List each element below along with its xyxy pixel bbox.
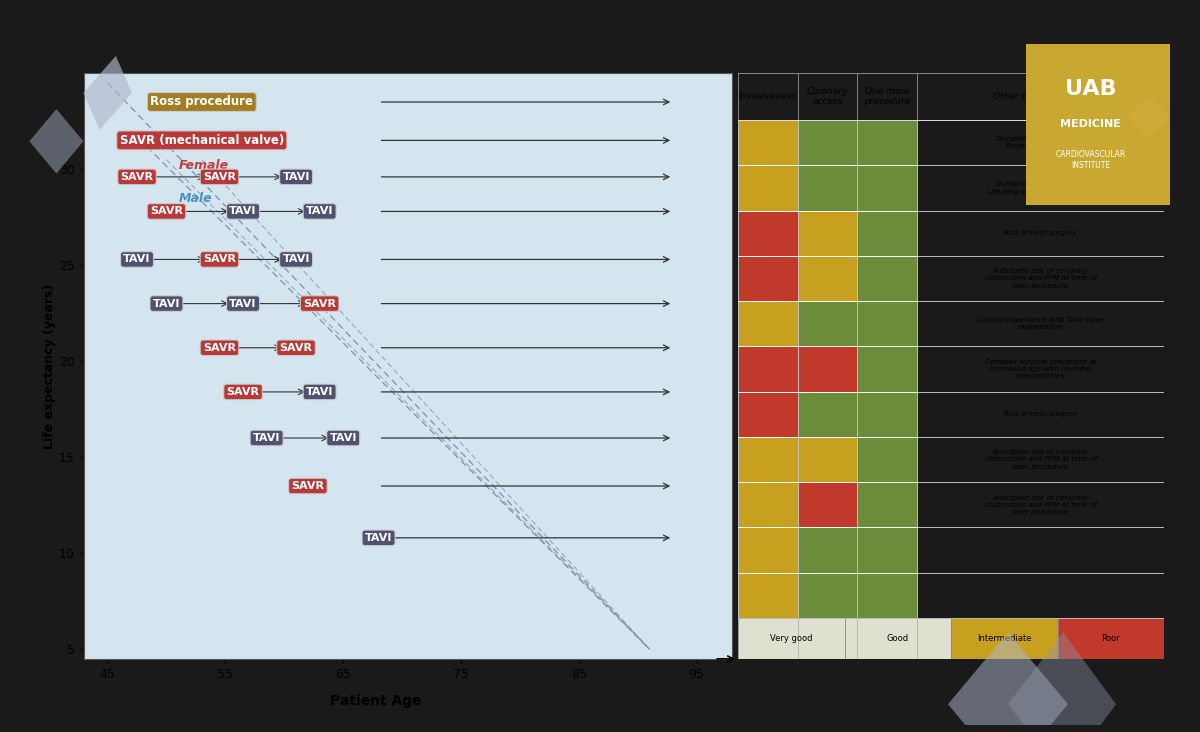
Polygon shape xyxy=(29,109,84,173)
Text: Ross procedure: Ross procedure xyxy=(150,95,253,108)
Bar xyxy=(798,572,857,618)
Polygon shape xyxy=(84,56,132,130)
Text: SAVR: SAVR xyxy=(203,172,236,182)
Bar xyxy=(798,437,857,482)
Bar xyxy=(798,346,857,392)
Bar xyxy=(738,255,798,301)
Text: Good: Good xyxy=(887,634,908,643)
Bar xyxy=(738,301,798,346)
Text: SAVR (mechanical valve): SAVR (mechanical valve) xyxy=(120,134,284,147)
Text: Invasiveness: Invasiveness xyxy=(739,92,797,101)
Bar xyxy=(798,482,857,527)
Text: Anticipate risk of coronary
obstruction and PPM at time of
later procedure: Anticipate risk of coronary obstruction … xyxy=(984,495,1097,515)
Bar xyxy=(798,392,857,437)
Text: SAVR: SAVR xyxy=(120,172,154,182)
Bar xyxy=(1057,618,1164,659)
Text: Durability >20-30 years,
Life-long oral anticoagulation: Durability >20-30 years, Life-long oral … xyxy=(988,182,1093,195)
Bar xyxy=(798,527,857,572)
Bar xyxy=(738,392,798,437)
Text: SAVR: SAVR xyxy=(280,343,312,353)
Text: TAVI: TAVI xyxy=(152,299,180,309)
Text: Limited experience with TAVI valve
explantation: Limited experience with TAVI valve expla… xyxy=(977,317,1104,330)
Text: TAVI: TAVI xyxy=(282,255,310,264)
Text: One more
procedure: One more procedure xyxy=(864,87,911,106)
Text: TAVI: TAVI xyxy=(282,172,310,182)
Text: SAVR: SAVR xyxy=(292,481,324,491)
Bar xyxy=(857,120,917,165)
Text: SAVR: SAVR xyxy=(203,343,236,353)
Bar xyxy=(738,482,798,527)
Bar xyxy=(798,165,857,211)
Text: Very good: Very good xyxy=(770,634,812,643)
Text: Complex surgical procedure at
increased age with multiple
comorbidities: Complex surgical procedure at increased … xyxy=(984,359,1097,379)
Text: TAVI: TAVI xyxy=(330,433,356,443)
Bar xyxy=(857,527,917,572)
Bar xyxy=(857,437,917,482)
Text: TAVI: TAVI xyxy=(229,299,257,309)
Bar xyxy=(738,572,798,618)
Text: MEDICINE: MEDICINE xyxy=(1061,119,1121,130)
Bar xyxy=(857,165,917,211)
Bar xyxy=(738,346,798,392)
Text: TAVI: TAVI xyxy=(306,387,334,397)
Bar xyxy=(857,572,917,618)
Text: Poor: Poor xyxy=(1102,634,1120,643)
Text: UAB: UAB xyxy=(1064,79,1117,99)
Bar xyxy=(798,211,857,255)
Bar xyxy=(738,437,798,482)
Text: SAVR: SAVR xyxy=(227,387,259,397)
Bar xyxy=(857,255,917,301)
Bar xyxy=(857,482,917,527)
Text: SAVR: SAVR xyxy=(203,255,236,264)
Text: Anticipate risk of coronary
obstruction and PPM at time of
later procedure: Anticipate risk of coronary obstruction … xyxy=(984,269,1097,288)
Text: Female: Female xyxy=(179,159,228,172)
Text: Coronary
access: Coronary access xyxy=(806,87,848,106)
Bar xyxy=(798,255,857,301)
Bar xyxy=(857,301,917,346)
Text: TAVI: TAVI xyxy=(306,206,334,217)
Text: Intermediate: Intermediate xyxy=(977,634,1032,643)
Text: TAVI: TAVI xyxy=(124,255,151,264)
Text: CARDIOVASCULAR
INSTITUTE: CARDIOVASCULAR INSTITUTE xyxy=(1056,150,1126,170)
Text: Other considerations: Other considerations xyxy=(994,92,1087,101)
Text: Durability >20-30 years,
Reoperation for PV: Durability >20-30 years, Reoperation for… xyxy=(996,136,1085,149)
Bar xyxy=(738,527,798,572)
Text: Risk of redo surgery: Risk of redo surgery xyxy=(1004,230,1076,236)
Bar xyxy=(952,618,1057,659)
Bar xyxy=(738,618,845,659)
X-axis label: Patient Age: Patient Age xyxy=(330,694,421,708)
Bar xyxy=(857,392,917,437)
Bar xyxy=(845,618,952,659)
Text: Anticipate risk of coronary
obstruction and PPM at time of
later procedure: Anticipate risk of coronary obstruction … xyxy=(984,449,1097,469)
Bar xyxy=(798,301,857,346)
Text: TAVI: TAVI xyxy=(365,533,392,543)
Polygon shape xyxy=(948,632,1068,732)
Text: TAVI: TAVI xyxy=(229,206,257,217)
Text: SAVR: SAVR xyxy=(304,299,336,309)
Bar xyxy=(738,211,798,255)
Bar xyxy=(738,165,798,211)
Bar xyxy=(857,346,917,392)
Bar xyxy=(738,120,798,165)
Polygon shape xyxy=(1127,95,1170,138)
Y-axis label: Life expectancy (years): Life expectancy (years) xyxy=(43,283,56,449)
Text: TAVI: TAVI xyxy=(253,433,281,443)
Polygon shape xyxy=(1008,632,1116,732)
Bar xyxy=(798,120,857,165)
Text: SAVR: SAVR xyxy=(150,206,182,217)
Text: Risk of redo surgery: Risk of redo surgery xyxy=(1004,411,1076,417)
Bar xyxy=(857,211,917,255)
Text: Male: Male xyxy=(179,192,212,204)
